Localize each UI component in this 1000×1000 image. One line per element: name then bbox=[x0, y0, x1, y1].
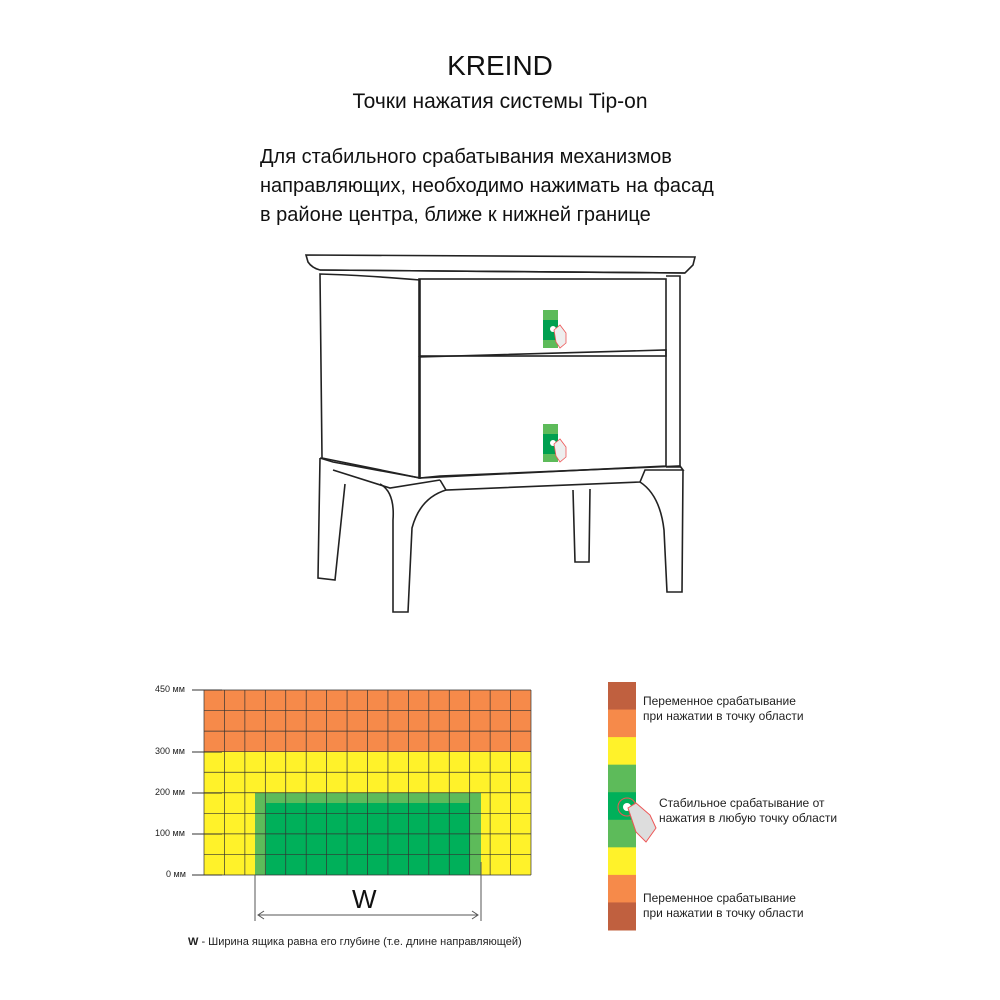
y-label-0: 0 мм bbox=[166, 869, 186, 879]
legend-stable: Стабильное срабатывание от нажатия в люб… bbox=[659, 796, 837, 826]
leg-front-left bbox=[317, 457, 346, 581]
y-label-100: 100 мм bbox=[155, 828, 185, 838]
instruction-note: Для стабильного срабатывания механизмов … bbox=[260, 143, 714, 230]
legend-segment bbox=[608, 709, 636, 738]
legend-segment bbox=[608, 819, 636, 848]
leg-front-right bbox=[639, 469, 684, 593]
legend-segment bbox=[608, 764, 636, 793]
legend-segment bbox=[608, 847, 636, 876]
legend-line: нажатия в любую точку области bbox=[659, 811, 838, 825]
legend-segment bbox=[608, 682, 636, 711]
legend-line: Переменное срабатывание bbox=[643, 891, 796, 905]
y-label-300: 300 мм bbox=[155, 746, 185, 756]
caption: W - Ширина ящика равна его глубине (т.е.… bbox=[188, 936, 522, 948]
y-label-200: 200 мм bbox=[155, 787, 185, 797]
top-drawer-front bbox=[418, 278, 667, 357]
base-frame bbox=[319, 457, 685, 491]
subtitle: Точки нажатия системы Tip-on bbox=[352, 90, 648, 113]
pointing-hand-icon bbox=[627, 802, 657, 843]
legend-segment bbox=[608, 874, 636, 903]
arrow-heads bbox=[257, 910, 479, 920]
legend-line: Стабильное срабатывание от bbox=[659, 796, 825, 810]
dark-green-zone bbox=[266, 803, 470, 875]
note-line: направляющих, необходимо нажимать на фас… bbox=[260, 175, 714, 197]
y-label-450: 450 мм bbox=[155, 684, 185, 694]
caption-text: - Ширина ящика равна его глубине (т.е. д… bbox=[198, 936, 522, 948]
note-line: Для стабильного срабатывания механизмов bbox=[260, 146, 672, 168]
caption-bold: W bbox=[188, 936, 199, 948]
legend-line: Переменное срабатывание bbox=[643, 694, 796, 708]
legend-line: при нажатии в точку области bbox=[643, 709, 804, 723]
legend-variable-top: Переменное срабатывание при нажатии в то… bbox=[643, 694, 804, 724]
leg-back bbox=[572, 488, 591, 563]
press-zone-top bbox=[543, 310, 567, 349]
cabinet-side bbox=[319, 273, 421, 479]
leg-front-center bbox=[379, 483, 447, 613]
legend-variable-bottom: Переменное срабатывание при нажатии в то… bbox=[643, 891, 804, 921]
note-line: в районе центра, ближе к нижней границе bbox=[260, 204, 651, 226]
width-label: W bbox=[352, 884, 377, 914]
brand-title: KREIND bbox=[447, 50, 553, 81]
press-zone-bottom bbox=[543, 424, 567, 463]
legend-segment bbox=[608, 902, 636, 931]
legend-line: при нажатии в точку области bbox=[643, 906, 804, 920]
legend-segment bbox=[608, 737, 636, 766]
